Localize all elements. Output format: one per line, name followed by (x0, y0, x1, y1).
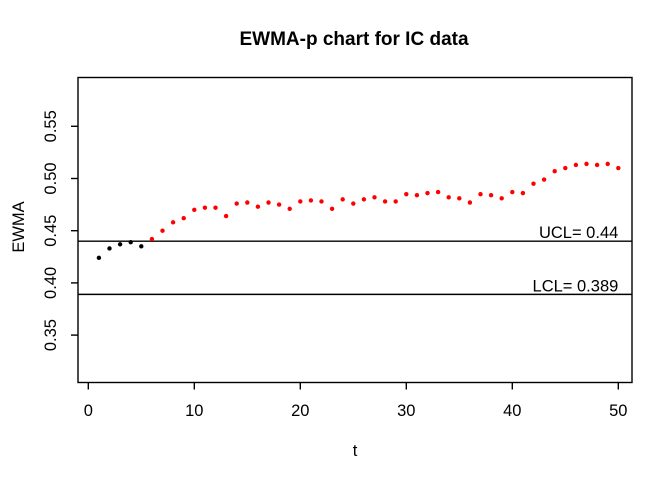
data-point (382, 199, 388, 204)
data-point (541, 177, 547, 182)
data-point (96, 255, 102, 261)
axes: 0 10 20 30 40 50 0.35 0.40 0.45 0.50 0.55 (42, 76, 633, 420)
x-axis-label: t (353, 442, 358, 460)
data-point (202, 205, 208, 210)
data-point (552, 168, 557, 174)
data-point (594, 162, 600, 168)
data-point (128, 239, 133, 245)
control-limit-lines: UCL= 0.44 LCL= 0.389 (78, 224, 632, 295)
data-point (139, 244, 144, 249)
data-point (488, 193, 494, 198)
data-point (319, 199, 324, 204)
data-point (276, 202, 282, 207)
y-tick-label: 0.55 (42, 110, 60, 142)
data-point (298, 199, 303, 204)
data-point (404, 191, 409, 197)
data-point (435, 189, 441, 195)
data-point (573, 162, 579, 168)
data-point (425, 190, 430, 196)
data-point (563, 165, 568, 171)
data-point (160, 228, 165, 233)
data-point (107, 246, 112, 251)
data-point (361, 197, 367, 202)
data-point (393, 199, 398, 204)
y-tick-label: 0.45 (42, 215, 60, 247)
x-tick-label: 30 (397, 402, 415, 420)
data-point (520, 190, 526, 196)
data-point (234, 201, 239, 206)
data-point (414, 193, 420, 198)
data-point (616, 165, 621, 171)
data-point (266, 200, 271, 205)
data-point (372, 195, 377, 200)
lcl-label: LCL= 0.389 (533, 277, 619, 295)
data-point (340, 197, 345, 202)
data-point (245, 200, 250, 205)
data-point (446, 195, 451, 200)
data-point (170, 220, 176, 225)
data-point (117, 242, 123, 247)
data-point (478, 191, 483, 197)
data-point (329, 206, 335, 211)
data-point (255, 204, 261, 209)
data-point (499, 196, 504, 201)
data-point (213, 205, 218, 210)
data-point (181, 215, 186, 221)
data-point (605, 161, 610, 167)
y-tick-label: 0.50 (42, 162, 60, 194)
chart-title: EWMA-p chart for IC data (239, 29, 468, 50)
y-tick-label: 0.40 (42, 267, 60, 299)
data-point (467, 200, 473, 205)
data-point (223, 213, 229, 219)
x-tick-label: 10 (185, 402, 203, 420)
x-tick-label: 20 (291, 402, 309, 420)
data-point (287, 206, 292, 211)
x-tick-label: 40 (503, 402, 521, 420)
data-point (308, 198, 314, 203)
y-tick-label: 0.35 (42, 319, 60, 351)
y-axis-label: EWMA (10, 201, 28, 252)
data-point (192, 207, 197, 213)
data-point (584, 161, 589, 167)
ucl-label: UCL= 0.44 (539, 224, 618, 242)
data-point (510, 189, 515, 195)
data-point (531, 181, 536, 186)
data-point (149, 236, 155, 242)
data-points (96, 161, 621, 261)
data-point (457, 196, 462, 201)
x-tick-label: 50 (609, 402, 627, 420)
data-point (351, 201, 356, 206)
x-tick-label: 0 (84, 402, 93, 420)
